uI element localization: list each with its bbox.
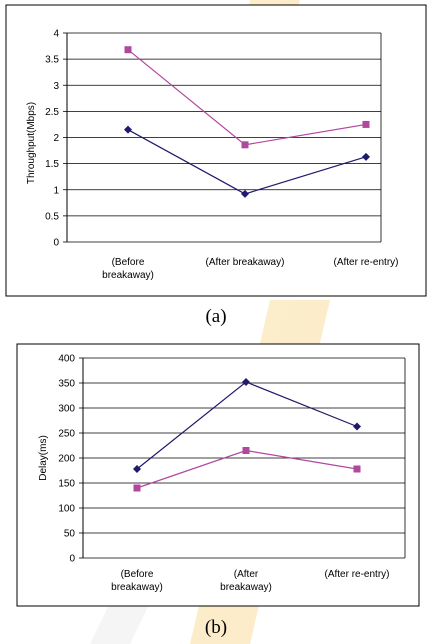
caption-b: (b) (204, 617, 228, 638)
caption-a: (a) (205, 306, 227, 327)
